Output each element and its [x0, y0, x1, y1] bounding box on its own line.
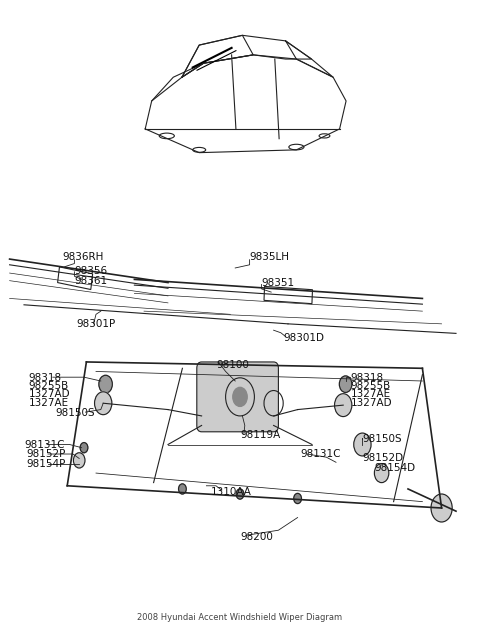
- Text: 1327AD: 1327AD: [29, 389, 71, 399]
- Text: 98255B: 98255B: [350, 381, 391, 391]
- Circle shape: [339, 376, 352, 392]
- Text: 1327AE: 1327AE: [350, 389, 391, 399]
- Circle shape: [431, 494, 452, 522]
- Text: 9835LH: 9835LH: [250, 252, 289, 262]
- Text: 2008 Hyundai Accent Windshield Wiper Diagram: 2008 Hyundai Accent Windshield Wiper Dia…: [137, 613, 343, 622]
- Text: 98150S: 98150S: [362, 434, 402, 444]
- Circle shape: [80, 443, 88, 453]
- Text: 98351: 98351: [262, 277, 295, 288]
- Circle shape: [294, 493, 301, 504]
- Circle shape: [179, 484, 186, 494]
- Text: 98361: 98361: [74, 276, 108, 286]
- Text: 98301P: 98301P: [77, 319, 116, 329]
- Text: 98131C: 98131C: [24, 439, 64, 450]
- Bar: [264, 286, 312, 304]
- Text: 98152D: 98152D: [362, 453, 404, 464]
- Text: 98100: 98100: [216, 360, 249, 370]
- Text: 98152P: 98152P: [26, 449, 66, 459]
- Text: 98131C: 98131C: [300, 449, 340, 459]
- Text: 98255B: 98255B: [29, 381, 69, 391]
- Text: 98154D: 98154D: [374, 463, 416, 473]
- Text: 98301D: 98301D: [283, 333, 324, 343]
- Text: 98154P: 98154P: [26, 458, 66, 469]
- Text: 1310AA: 1310AA: [211, 487, 252, 497]
- Text: 1327AD: 1327AD: [350, 398, 392, 408]
- Text: 98119A: 98119A: [240, 430, 280, 440]
- FancyBboxPatch shape: [197, 362, 278, 432]
- Circle shape: [95, 392, 112, 415]
- Text: 98318: 98318: [29, 373, 62, 383]
- Circle shape: [73, 453, 85, 468]
- Circle shape: [236, 489, 244, 499]
- Text: 9836RH: 9836RH: [62, 252, 104, 262]
- Circle shape: [99, 375, 112, 393]
- Text: 1327AE: 1327AE: [29, 398, 69, 408]
- Text: 98318: 98318: [350, 373, 384, 383]
- Text: 98200: 98200: [240, 531, 273, 542]
- Text: 98150S: 98150S: [55, 408, 95, 418]
- Text: 98356: 98356: [74, 266, 108, 276]
- Circle shape: [335, 394, 352, 417]
- Circle shape: [354, 433, 371, 456]
- Bar: [58, 267, 93, 290]
- Circle shape: [374, 464, 389, 483]
- Circle shape: [233, 387, 247, 406]
